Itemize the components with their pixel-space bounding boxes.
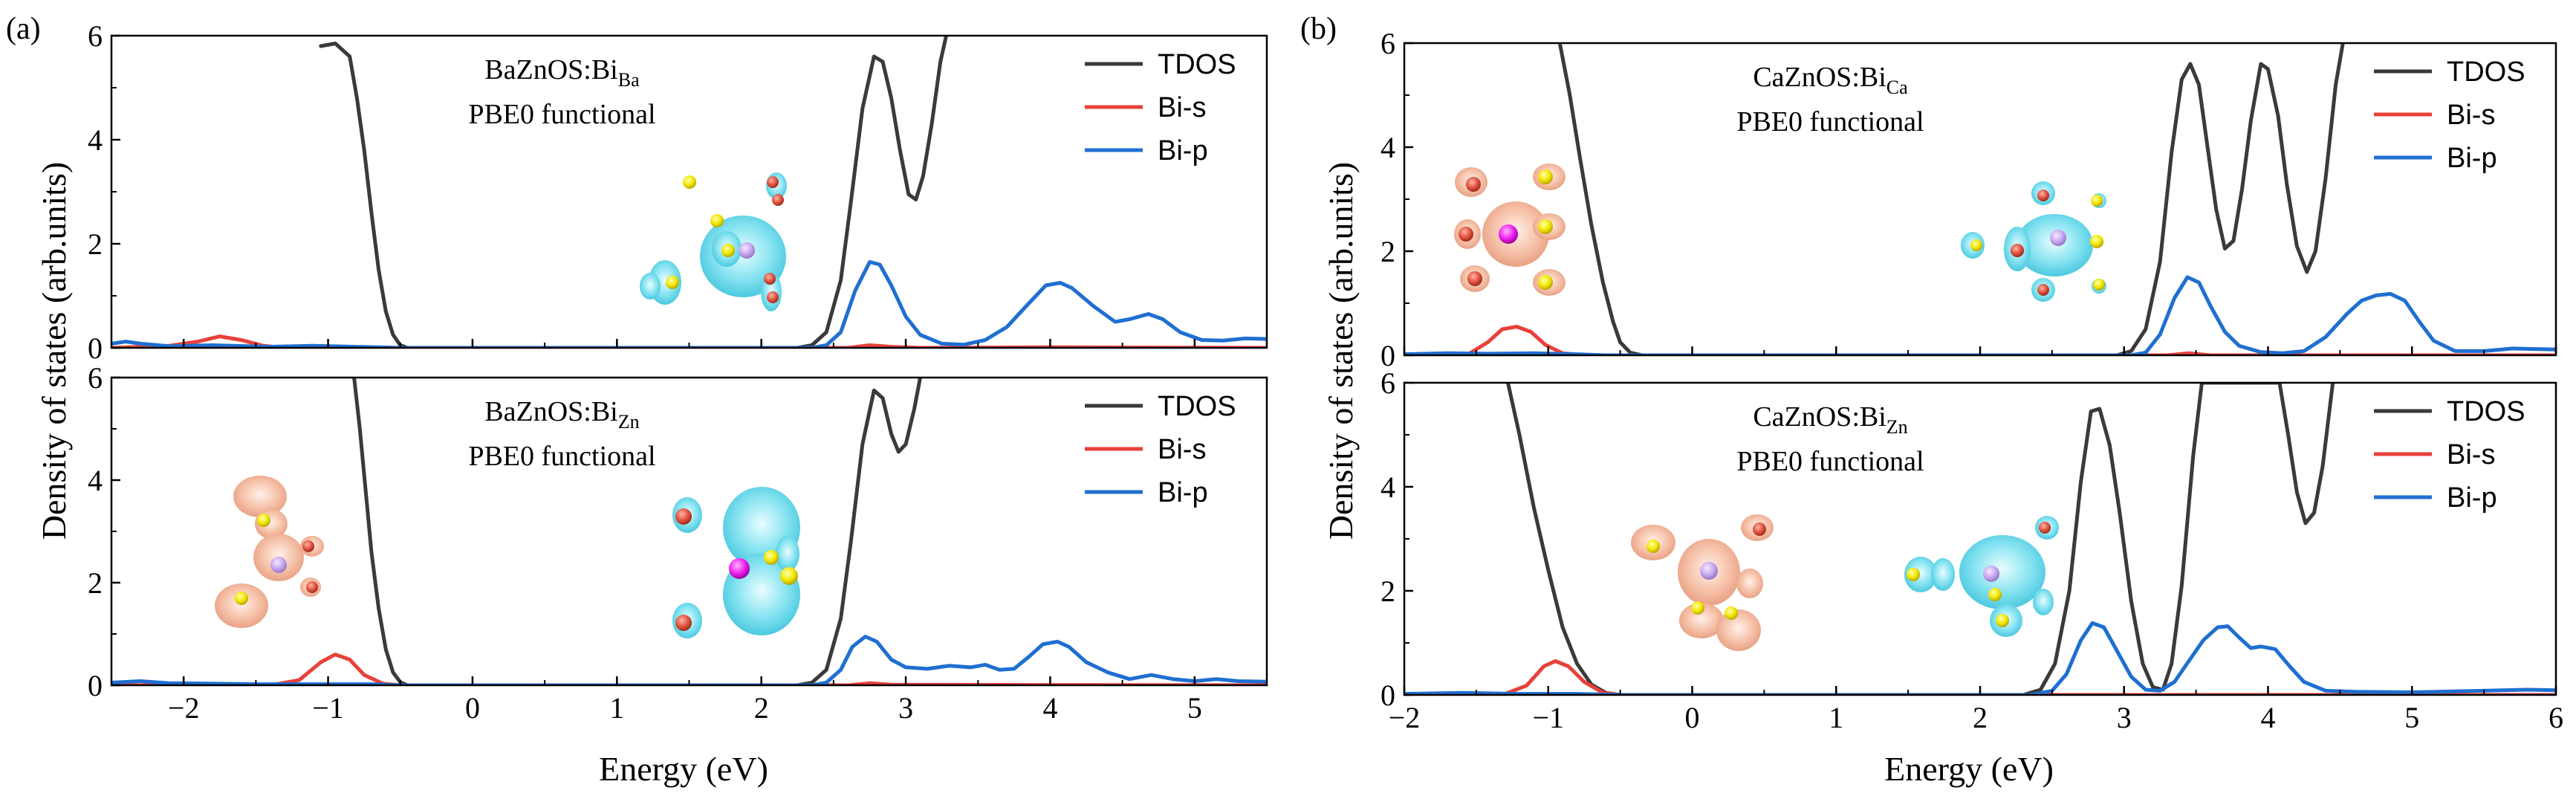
legend-label: TDOS [2447,56,2525,88]
x-tick-label: −2 [168,691,200,725]
subplot-bazno-bi-zn: 0 2 4 6 −2 −1 0 1 2 3 4 5 BaZnOS:BiZn PBE0 functional… [88,361,1268,725]
orbital-inset-ca-bi-zn-s [1631,514,1774,651]
orbital-inset-ca-bi-zn-p [1904,516,2059,637]
series-line-bi-s [111,653,1267,685]
y-tick-label: 2 [1381,235,1395,268]
x-tick-label: 5 [1187,691,1202,725]
y-axis-label-b: Density of states (arb.units) [1322,162,1360,540]
plot-frame [110,34,1268,349]
y-tick-label: 2 [88,227,103,261]
x-tick-label: 5 [2404,701,2419,734]
y-tick-label: 0 [88,331,103,365]
x-tick-label: 0 [465,691,480,725]
orbital-inset-bi-ba-p [640,172,787,311]
panel-label-a: (a) [6,12,41,46]
x-tick-label: 1 [1829,701,1843,734]
series-line-bi-p [1404,275,2556,355]
plot-frame [1403,381,2557,696]
legend-label: Bi-s [1158,92,1206,123]
series-group [1404,43,2556,355]
subplot-bazno-bi-ba: 0 2 4 6 BaZnOS:BiBa PBE0 functional TDOS Bi-s Bi… [88,19,1268,365]
legend-label: TDOS [2447,396,2525,427]
y-tick-label: 4 [88,123,103,157]
y-tick-label: 0 [1381,339,1395,372]
x-axis-label-a: Energy (eV) [599,750,768,788]
x-tick-label: 1 [609,691,624,725]
x-tick-label: 0 [1685,701,1700,734]
functional-label: PBE0 functional [468,99,655,130]
x-tick-label: 2 [754,691,769,725]
panel-label-b: (b) [1300,12,1337,46]
functional-label: PBE0 functional [1736,106,1924,137]
subplot-title: CaZnOS:BiZn [1753,401,1907,438]
series-line-tdos [1506,383,2335,695]
y-tick-label: 2 [88,566,103,600]
series-line-tdos [319,36,948,348]
series-line-bi-p [111,260,1267,348]
legend-label: Bi-p [1158,135,1208,166]
subplot-title: CaZnOS:BiCa [1753,62,1908,98]
legend-label: TDOS [1158,49,1236,80]
series-line-tdos [352,378,922,685]
x-tick-label: −2 [1389,701,1421,734]
orbital-inset-bi-ca-s [1454,164,1566,296]
legend-label: Bi-p [1158,477,1208,508]
series-line-bi-s [111,334,1267,348]
x-tick-label: 4 [2261,701,2276,734]
legend-label: TDOS [1158,391,1236,422]
orbital-inset-bi-ca-p [1961,181,2106,302]
legend-label: Bi-s [1158,434,1206,465]
plot-frame [1403,42,2557,357]
y-tick-label: 6 [88,19,103,53]
subplot-cazno-bi-ca: 0 2 4 6 CaZnOS:BiCa PBE0 functional TDOS Bi-s Bi… [1381,27,2557,372]
x-tick-label: −1 [1532,701,1564,734]
series-line-bi-p [111,635,1267,685]
x-tick-label: 3 [2117,701,2132,734]
x-tick-label: 2 [1973,701,1988,734]
legend-label: Bi-s [2447,439,2495,470]
series-line-tdos [1557,43,2345,355]
functional-label: PBE0 functional [468,441,655,472]
x-tick-label: 4 [1042,691,1057,725]
y-tick-label: 6 [1381,366,1395,400]
y-tick-label: 4 [1381,470,1395,504]
subplot-cazno-bi-zn: 0 2 4 6 −2 −1 0 1 2 3 4 5 6 CaZnOS:BiZn PBE0 functiona… [1381,366,2563,734]
series-line-bi-s [1404,659,2556,695]
x-tick-label: −1 [312,691,344,725]
y-tick-label: 6 [88,361,103,395]
subplot-title: BaZnOS:BiZn [484,396,639,433]
y-axis-label-a: Density of states (arb.units) [35,162,73,540]
series-group [111,36,1267,348]
x-axis-label-b: Energy (eV) [1884,750,2054,788]
y-tick-label: 0 [1381,679,1395,712]
legend-label: Bi-p [2447,143,2497,174]
y-tick-label: 6 [1381,27,1395,60]
series-line-bi-s [1404,325,2556,355]
y-tick-label: 4 [88,464,103,497]
subplot-title: BaZnOS:BiBa [484,54,640,91]
orbital-inset-bi-zn-s [215,476,324,628]
y-tick-label: 2 [1381,574,1395,608]
legend-label: Bi-s [2447,100,2495,131]
x-tick-label: 3 [898,691,913,725]
series-group [1404,383,2556,695]
y-tick-label: 0 [88,669,103,702]
legend-label: Bi-p [2447,482,2497,514]
functional-label: PBE0 functional [1736,446,1924,477]
orbital-inset-bi-zn-p [672,487,800,638]
x-tick-label: 6 [2549,701,2563,734]
series-group [111,378,1267,685]
y-tick-label: 4 [1381,131,1395,164]
